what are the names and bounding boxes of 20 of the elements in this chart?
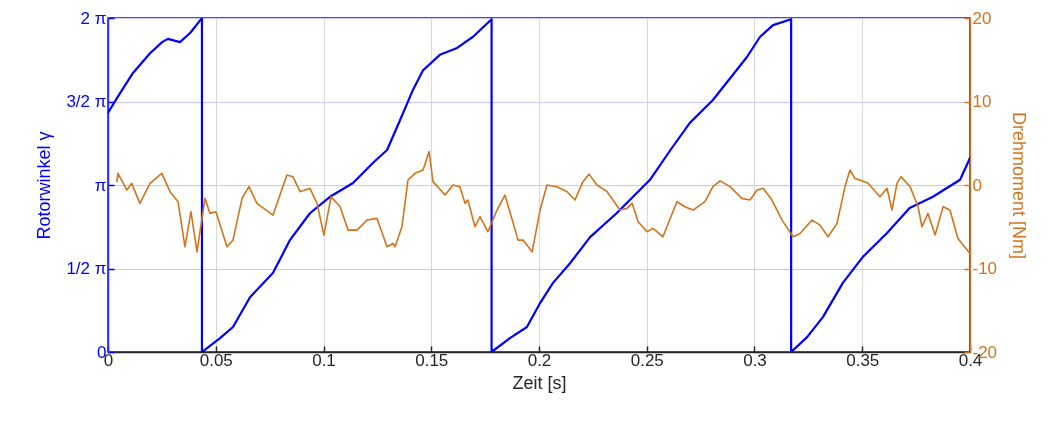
y-tick-label: 2 π [80, 8, 107, 28]
y-axis-title: Rotorwinkel γ [34, 131, 55, 240]
x-tick-label: 0.1 [312, 350, 336, 370]
x-tick-label: 0.05 [199, 350, 233, 370]
y2-axis-title: Drehmoment [Nm] [1009, 111, 1030, 260]
y-tick-label: 1/2 π [66, 259, 107, 278]
y2-tick-label: 0 [972, 175, 982, 195]
x-tick-label: 0.2 [527, 350, 552, 370]
x-axis-title: Zeit [s] [512, 372, 567, 393]
line-series [116, 150, 970, 255]
y2-tick-label: 20 [972, 8, 992, 28]
x-tick-label: 0.25 [630, 350, 664, 370]
x-tick-label: 0.35 [846, 350, 880, 370]
y-tick-label: π [94, 175, 107, 195]
x-tick-label: 0.15 [415, 350, 449, 370]
line-series [108, 18, 970, 352]
y2-tick-label: -10 [972, 259, 998, 278]
y-tick-label: 3/2 π [66, 92, 107, 111]
y2-tick-label: 10 [972, 92, 992, 111]
x-tick-label: 0.3 [743, 350, 767, 370]
